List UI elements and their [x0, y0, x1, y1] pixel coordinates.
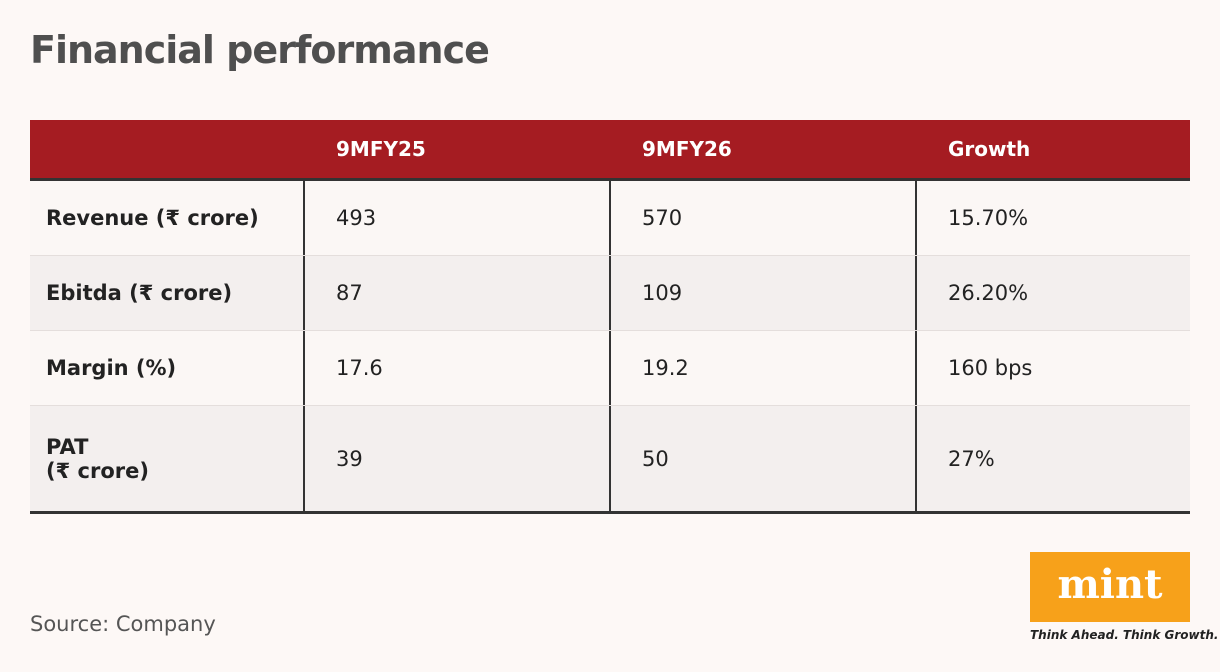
table-cell: 493	[305, 181, 611, 255]
source: Source: Company	[30, 612, 216, 636]
table-cell: 109	[611, 256, 917, 330]
table-cell: 87	[305, 256, 611, 330]
row-label-text: Margin (%)	[46, 356, 176, 380]
header-cell	[30, 120, 305, 178]
table-row: PAT (₹ crore) 39 50 27%	[30, 406, 1190, 514]
table-cell: 27%	[948, 446, 995, 471]
row-label: Margin (%)	[30, 331, 305, 405]
table-row: Margin (%) 17.6 19.2 160 bps	[30, 331, 1190, 406]
logo: mint	[1030, 552, 1190, 622]
table-cell: 570	[611, 181, 917, 255]
table-cell: 26.20%	[948, 281, 1029, 305]
row-label-text: Revenue (₹ crore)	[46, 206, 259, 230]
row-label: PAT (₹ crore)	[30, 406, 305, 511]
table-cell: 39	[305, 406, 611, 511]
row-label-text: PAT (₹ crore)	[46, 435, 149, 483]
header-row: 9MFY25 9MFY26 Growth	[30, 120, 1190, 181]
row-label-line: (₹ crore)	[46, 458, 149, 483]
row-label-line: Revenue (₹ crore)	[46, 206, 259, 230]
table-cell: 50	[611, 406, 917, 511]
table-cell: 15.70%	[948, 206, 1029, 230]
row-label: Revenue (₹ crore)	[30, 181, 305, 255]
header-cell: 9MFY26	[642, 137, 732, 161]
table-row: Revenue (₹ crore) 493 570 15.70%	[30, 181, 1190, 256]
table-row: Ebitda (₹ crore) 87 109 26.20%	[30, 256, 1190, 331]
row-label-line: Margin (%)	[46, 356, 177, 380]
header-cell: Growth	[948, 137, 1031, 161]
row-label: Ebitda (₹ crore)	[30, 256, 305, 330]
title: Financial performance	[30, 28, 490, 72]
table-cell: 19.2	[611, 331, 917, 405]
row-label-line: PAT	[46, 434, 89, 459]
table-cell: 160 bps	[948, 356, 1033, 380]
row-label-line: Ebitda (₹ crore)	[46, 281, 233, 305]
table-cell: 17.6	[305, 331, 611, 405]
header-cell: 9MFY25	[336, 137, 426, 161]
tagline: Think Ahead. Think Growth.	[1030, 628, 1219, 642]
row-label-text: Ebitda (₹ crore)	[46, 281, 232, 305]
table: 9MFY25 9MFY26 Growth Revenue (₹ crore) 493 57…	[30, 120, 1190, 514]
